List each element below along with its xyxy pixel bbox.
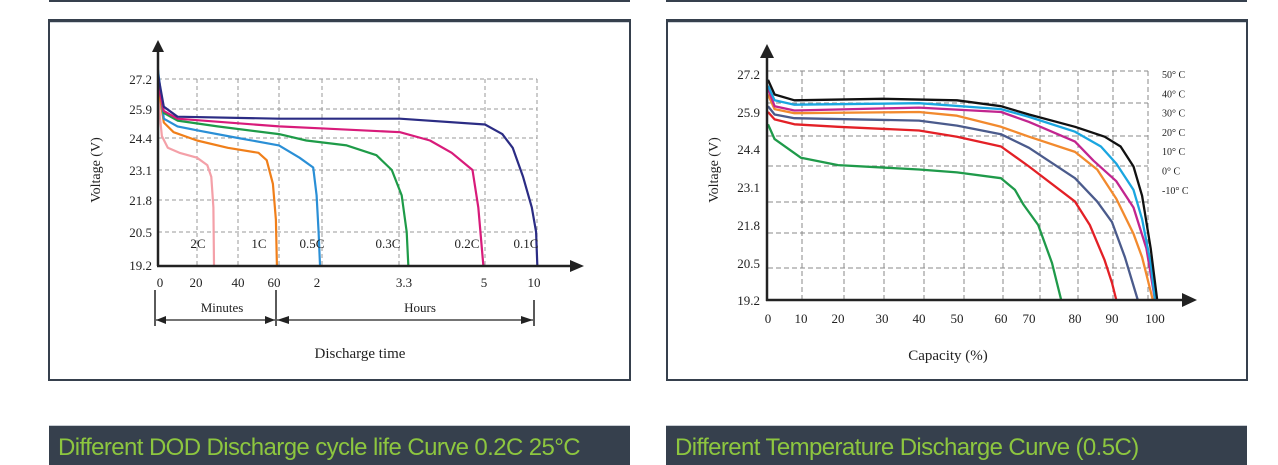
y-tick-label: 25.9	[737, 105, 760, 120]
x-axis-label: Discharge time	[315, 346, 406, 362]
series-line-0.2C	[156, 83, 485, 266]
x-tick-label: 60	[268, 275, 281, 290]
x-axis-arrow-icon	[570, 260, 584, 272]
legend-entry: -10° C	[1162, 186, 1189, 197]
y-axis-label: Voltage (V)	[707, 137, 722, 203]
y-tick-label: 25.9	[129, 102, 152, 117]
y-tick-label: 27.2	[129, 72, 152, 87]
x-tick-label: 40	[913, 311, 926, 326]
x-tick-label: 100	[1145, 311, 1165, 326]
series-line-40° C	[766, 85, 1157, 301]
legend-entry: 30° C	[1162, 109, 1185, 120]
series-line-0.5C	[156, 69, 322, 266]
y-tick-label: 24.4	[129, 131, 152, 146]
y-axis-label: Voltage (V)	[89, 137, 104, 203]
series-line-0.3C	[156, 76, 410, 266]
series-line-1C	[156, 83, 278, 266]
y-tick-label: 19.2	[129, 258, 152, 273]
hours-right-arrow-icon	[521, 316, 533, 324]
y-axis-arrow-icon	[152, 40, 164, 52]
legend-entry: 10° C	[1162, 147, 1185, 158]
series-label: 0.3C	[376, 236, 401, 251]
x-tick-label: 10	[795, 311, 808, 326]
x-tick-label: 3.3	[396, 275, 412, 290]
minutes-right-arrow-icon	[265, 316, 275, 324]
series-label: 0.2C	[455, 236, 480, 251]
legend-entry: 20° C	[1162, 128, 1185, 139]
x-tick-label: 90	[1106, 311, 1119, 326]
y-tick-label: 20.5	[737, 256, 760, 271]
series-label: 1C	[251, 236, 266, 251]
series-label: 2C	[190, 236, 205, 251]
x-axis-arrow-icon	[1182, 293, 1197, 307]
x-tick-label: 50	[951, 311, 964, 326]
y-tick-label: 21.8	[129, 193, 152, 208]
y-axis-arrow-icon	[760, 44, 774, 58]
x-tick-label: 20	[190, 275, 203, 290]
top-divider-left	[49, 0, 630, 2]
series-line-0° C	[767, 111, 1118, 301]
x-axis-label: Capacity (%)	[908, 348, 988, 364]
x-tick-label: 30	[876, 311, 889, 326]
x-tick-label: 60	[995, 311, 1008, 326]
series-line-0.1C	[156, 74, 539, 266]
hours-label: Hours	[404, 300, 436, 315]
series-label: 0.1C	[514, 236, 539, 251]
series-line-2C	[156, 83, 216, 266]
x-tick-label: 70	[1023, 311, 1036, 326]
x-tick-label: 10	[528, 275, 541, 290]
y-tick-label: 19.2	[737, 293, 760, 308]
y-tick-label: 24.4	[737, 142, 760, 157]
legend-entry: 0° C	[1162, 167, 1180, 178]
minutes-label: Minutes	[201, 300, 244, 315]
x-tick-label: 5	[481, 275, 488, 290]
y-tick-label: 23.1	[737, 180, 760, 195]
hours-left-arrow-icon	[277, 316, 289, 324]
temperature-chart-caption: Different Temperature Discharge Curve (0…	[666, 425, 1247, 465]
series-line-30° C	[766, 88, 1157, 301]
temperature-chart-panel	[666, 19, 1248, 381]
y-tick-label: 20.5	[129, 225, 152, 240]
x-tick-label: 2	[314, 275, 321, 290]
legend-entry: 50° C	[1162, 70, 1185, 81]
x-tick-label: 20	[832, 311, 845, 326]
x-tick-label: 0	[765, 311, 772, 326]
x-tick-label: 40	[232, 275, 245, 290]
series-label: 0.5C	[300, 236, 325, 251]
series-line-50° C	[766, 79, 1159, 301]
minutes-left-arrow-icon	[156, 316, 166, 324]
x-tick-label: 0	[157, 275, 164, 290]
top-divider-right	[666, 0, 1247, 2]
y-tick-label: 27.2	[737, 67, 760, 82]
series-line-10° C	[767, 105, 1139, 301]
dod-chart-caption: Different DOD Discharge cycle life Curve…	[49, 425, 630, 465]
series-line-20° C	[766, 94, 1154, 301]
x-tick-label: 80	[1069, 311, 1082, 326]
series-line--10° C	[766, 123, 1063, 301]
legend-entry: 40° C	[1162, 89, 1185, 100]
y-tick-label: 21.8	[737, 218, 760, 233]
y-tick-label: 23.1	[129, 163, 152, 178]
